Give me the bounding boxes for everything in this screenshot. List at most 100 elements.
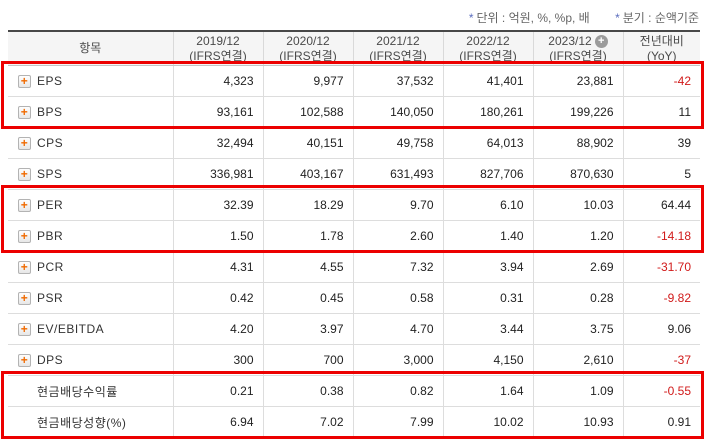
table-row-DPS: + DPS 300 700 3,000 4,150 2,610 -37 — [8, 344, 700, 376]
unit-note-marker: * — [468, 11, 474, 25]
value-cell: 18.29 — [262, 189, 353, 221]
basis-note: * 분기 : 순액기준 — [615, 11, 699, 25]
expand-plus-icon[interactable]: + — [18, 353, 31, 367]
yoy-cell: -14.18 — [622, 220, 700, 252]
value-cell: 4.55 — [262, 251, 353, 283]
expand-plus-icon[interactable]: + — [18, 167, 31, 181]
yoy-cell: 11 — [622, 96, 700, 128]
row-label: PSR — [37, 291, 64, 305]
row-label-cell: 현금배당성향(%) — [8, 407, 173, 438]
value-cell: 0.28 — [532, 282, 623, 314]
value-cell: 6.94 — [172, 406, 263, 437]
value-cell: 1.78 — [262, 220, 353, 252]
value-cell: 7.32 — [352, 251, 443, 283]
column-header-item: 항목 — [8, 32, 173, 66]
expand-plus-icon[interactable]: + — [18, 136, 31, 150]
row-label-cell: + EPS — [8, 65, 173, 97]
value-cell: 3.44 — [442, 313, 533, 345]
value-cell: 2,610 — [532, 344, 623, 376]
value-cell: 23,881 — [532, 65, 623, 97]
table-row-PER: + PER 32.39 18.29 9.70 6.10 10.03 64.44 — [8, 189, 700, 221]
row-label-cell: + PSR — [8, 282, 173, 314]
value-cell: 700 — [262, 344, 353, 376]
value-cell: 180,261 — [442, 96, 533, 128]
value-cell: 1.50 — [172, 220, 263, 252]
value-cell: 631,493 — [352, 158, 443, 190]
value-cell: 403,167 — [262, 158, 353, 190]
yoy-cell: 0.91 — [622, 406, 700, 437]
value-cell: 0.31 — [442, 282, 533, 314]
expand-plus-icon[interactable]: + — [18, 74, 31, 88]
value-cell: 4.31 — [172, 251, 263, 283]
column-header-2023/12: 2023/12 + (IFRS연결) — [532, 32, 623, 66]
row-label-cell: + CPS — [8, 127, 173, 159]
value-cell: 827,706 — [442, 158, 533, 190]
expand-plus-icon[interactable]: + — [18, 322, 31, 336]
table-row-현금배당성향(%): 현금배당성향(%) 6.94 7.02 7.99 10.02 10.93 0.91 — [8, 406, 700, 438]
row-label: SPS — [37, 167, 63, 181]
expand-plus-icon[interactable]: + — [18, 105, 31, 119]
value-cell: 0.82 — [352, 375, 443, 407]
value-cell: 0.58 — [352, 282, 443, 314]
column-header-2020/12: 2020/12 (IFRS연결) — [262, 32, 353, 66]
expand-plus-icon[interactable]: + — [18, 260, 31, 274]
expand-plus-icon[interactable]: + — [18, 198, 31, 212]
value-cell: 1.64 — [442, 375, 533, 407]
value-cell: 32.39 — [172, 189, 263, 221]
row-label: BPS — [37, 105, 63, 119]
row-label-cell: + BPS — [8, 96, 173, 128]
value-cell: 1.40 — [442, 220, 533, 252]
value-cell: 32,494 — [172, 127, 263, 159]
yoy-cell: -9.82 — [622, 282, 700, 314]
yoy-cell: -0.55 — [622, 375, 700, 407]
row-label: PBR — [37, 229, 64, 243]
table-row-PCR: + PCR 4.31 4.55 7.32 3.94 2.69 -31.70 — [8, 251, 700, 283]
financial-ratio-table: 항목 2019/12 (IFRS연결) 2020/12 (IFRS연결) 202… — [8, 30, 700, 438]
row-label: PCR — [37, 260, 64, 274]
row-label-cell: 현금배당수익률 — [8, 375, 173, 407]
value-cell: 300 — [172, 344, 263, 376]
row-label: PER — [37, 198, 64, 212]
value-cell: 2.60 — [352, 220, 443, 252]
expand-plus-icon[interactable]: + — [18, 291, 31, 305]
value-cell: 4.20 — [172, 313, 263, 345]
column-header-2019/12: 2019/12 (IFRS연결) — [172, 32, 263, 66]
row-label-cell: + PCR — [8, 251, 173, 283]
value-cell: 0.21 — [172, 375, 263, 407]
expand-plus-icon[interactable]: + — [18, 229, 31, 243]
value-cell: 7.02 — [262, 406, 353, 437]
row-label-cell: + EV/EBITDA — [8, 313, 173, 345]
value-cell: 870,630 — [532, 158, 623, 190]
value-cell: 10.93 — [532, 406, 623, 437]
table-row-현금배당수익률: 현금배당수익률 0.21 0.38 0.82 1.64 1.09 -0.55 — [8, 375, 700, 407]
row-label-cell: + PER — [8, 189, 173, 221]
value-cell: 49,758 — [352, 127, 443, 159]
yoy-cell: 39 — [622, 127, 700, 159]
value-cell: 3.94 — [442, 251, 533, 283]
row-label: EPS — [37, 74, 63, 88]
row-label: 현금배당성향(%) — [37, 415, 127, 430]
yoy-cell: -31.70 — [622, 251, 700, 283]
value-cell: 41,401 — [442, 65, 533, 97]
row-label-cell: + PBR — [8, 220, 173, 252]
row-label: DPS — [37, 353, 64, 367]
value-cell: 9.70 — [352, 189, 443, 221]
value-cell: 1.20 — [532, 220, 623, 252]
yoy-cell: 64.44 — [622, 189, 700, 221]
value-cell: 6.10 — [442, 189, 533, 221]
row-label-cell: + SPS — [8, 158, 173, 190]
row-label: CPS — [37, 136, 64, 150]
value-cell: 37,532 — [352, 65, 443, 97]
table-row-PBR: + PBR 1.50 1.78 2.60 1.40 1.20 -14.18 — [8, 220, 700, 252]
value-cell: 0.38 — [262, 375, 353, 407]
column-header-2021/12: 2021/12 (IFRS연결) — [352, 32, 443, 66]
column-header-2022/12: 2022/12 (IFRS연결) — [442, 32, 533, 66]
value-cell: 7.99 — [352, 406, 443, 437]
yoy-cell: -37 — [622, 344, 700, 376]
add-column-icon[interactable]: + — [594, 34, 608, 48]
table-row-CPS: + CPS 32,494 40,151 49,758 64,013 88,902 39 — [8, 127, 700, 159]
value-cell: 10.03 — [532, 189, 623, 221]
column-header-전년대비: 전년대비 (YoY) — [622, 32, 700, 66]
table-notes: * 단위 : 억원, %, %p, 배 * 분기 : 순액기준 — [447, 9, 699, 26]
